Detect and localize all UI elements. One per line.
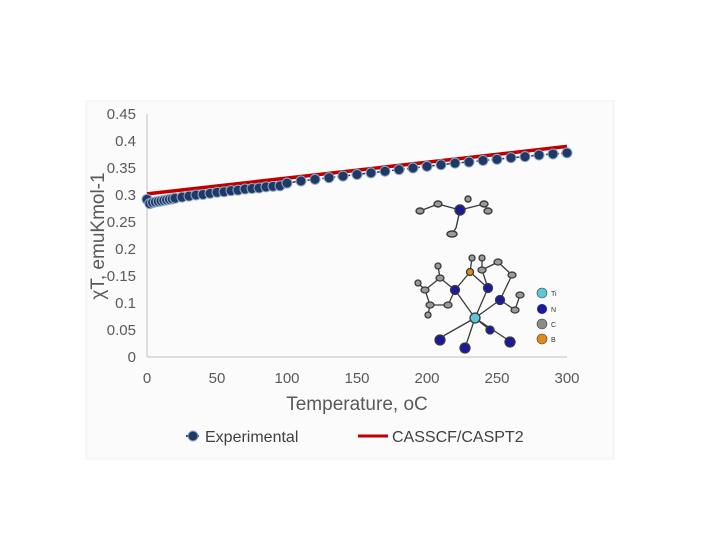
x-tick-label: 150 [344, 370, 369, 387]
legend-swatch-ti [536, 287, 548, 299]
legend-label-b: B [551, 337, 556, 344]
experimental-point [393, 164, 405, 176]
legend-swatch-c [536, 318, 548, 330]
experimental-point [309, 173, 321, 185]
x-tick-label: 300 [554, 370, 579, 387]
legend-label-casscf: CASSCF/CASPT2 [392, 429, 524, 446]
y-tick-label: 0 [128, 349, 136, 366]
experimental-point [351, 168, 363, 180]
x-tick-label: 100 [274, 370, 299, 387]
experimental-point [561, 147, 573, 159]
experimental-point [407, 162, 419, 174]
legend-label-ti: Ti [551, 291, 557, 298]
legend-swatch-b [536, 333, 548, 345]
x-tick-label: 200 [414, 370, 439, 387]
experimental-point [477, 154, 489, 166]
experimental-point [547, 148, 559, 160]
experimental-point [533, 149, 545, 161]
experimental-point [491, 153, 503, 165]
experimental-point [337, 170, 349, 182]
experimental-point [379, 165, 391, 177]
x-axis-title: Temperature, oC [286, 394, 428, 415]
legend-swatch-n [537, 304, 547, 314]
experimental-point [519, 151, 531, 163]
y-tick-label: 0.1 [115, 295, 136, 312]
legend-label-c: C [551, 322, 556, 329]
y-tick-label: 0.2 [115, 241, 136, 258]
y-axis-title: χT, emuKmol-1 [88, 172, 109, 299]
experimental-point [505, 152, 517, 164]
counter-ion-structure [415, 195, 493, 238]
series-experimental [141, 147, 573, 210]
x-tick-labels: 0 50 100 150 200 250 300 [143, 370, 580, 387]
experimental-point [295, 175, 307, 187]
x-tick-label: 250 [484, 370, 509, 387]
legend-label-n: N [551, 307, 556, 314]
legend-marker-experimental [187, 430, 199, 442]
y-tick-label: 0.4 [115, 133, 136, 150]
y-tick-label: 0.35 [107, 160, 136, 177]
complex-structure [414, 254, 525, 354]
axes [146, 114, 567, 358]
atom-legend: Ti N C B [536, 287, 557, 345]
y-tick-labels: 0 0.05 0.1 0.15 0.2 0.25 0.3 0.35 0.4 0.45 [107, 106, 136, 366]
experimental-point [463, 156, 475, 168]
experimental-point [421, 160, 433, 172]
y-tick-label: 0.05 [107, 322, 136, 339]
experimental-point [323, 172, 335, 184]
y-tick-label: 0.15 [107, 268, 136, 285]
experimental-point [281, 177, 293, 189]
experimental-point [449, 157, 461, 169]
experimental-point [365, 167, 377, 179]
y-tick-label: 0.25 [107, 214, 136, 231]
x-tick-label: 0 [143, 370, 151, 387]
y-tick-label: 0.3 [115, 187, 136, 204]
y-tick-label: 0.45 [107, 106, 136, 123]
x-tick-label: 50 [209, 370, 226, 387]
legend: Experimental CASSCF/CASPT2 [186, 429, 524, 446]
molecule-inset: Ti N C B [414, 195, 557, 354]
legend-label-experimental: Experimental [205, 429, 298, 446]
experimental-point [435, 159, 447, 171]
